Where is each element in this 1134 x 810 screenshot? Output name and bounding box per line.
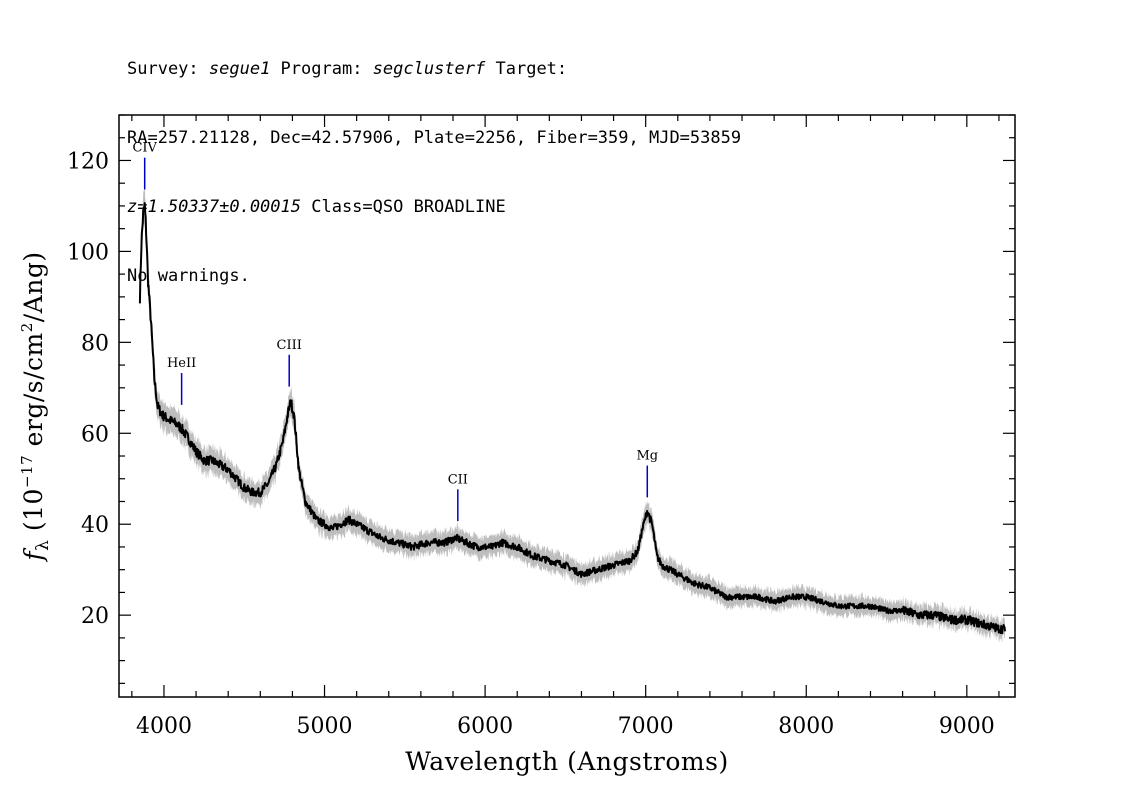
survey-label: Survey:	[127, 59, 209, 79]
program-label: Program:	[270, 59, 373, 79]
emission-label-cii: CII	[448, 472, 468, 487]
flux-series	[138, 202, 1006, 635]
flux-error-band	[139, 184, 1005, 643]
emission-label-ciii: CIII	[277, 338, 302, 353]
class-value: Class=QSO BROADLINE	[301, 197, 506, 217]
header-line-warnings: No warnings.	[127, 266, 250, 286]
axis-ticks	[119, 114, 1015, 697]
y-label-exp1: −17	[18, 455, 36, 488]
y-label-sub: λ	[33, 540, 53, 551]
survey-value: segue1	[208, 59, 271, 79]
x-tick-label: 6000	[457, 714, 513, 739]
emission-label-civ: CIV	[132, 141, 157, 156]
x-tick-labels: 4000 5000 6000 7000 8000 9000	[136, 714, 995, 739]
spectrum-header: Survey: segue1 Program: segclusterf Targ…	[127, 12, 741, 311]
header-line-coordinates: RA=257.21128, Dec=42.57906, Plate=2256, …	[127, 128, 742, 148]
y-tick-labels: 20 40 60 80 100 120	[67, 149, 109, 629]
y-tick-label: 60	[81, 422, 109, 447]
emission-label-heii: HeII	[167, 356, 196, 371]
y-axis-label: fλ (10−17 erg/s/cm2/Ang)	[18, 251, 53, 562]
y-label-mid: erg/s/cm	[19, 332, 48, 455]
y-tick-label: 100	[67, 240, 109, 265]
y-label-end: /Ang)	[19, 251, 48, 322]
error-band	[139, 184, 1005, 643]
y-label-f: f	[19, 548, 48, 563]
y-label-base: (10	[19, 488, 48, 540]
x-tick-label: 9000	[939, 714, 995, 739]
program-value: segclusterf	[372, 59, 486, 79]
x-tick-label: 7000	[618, 714, 674, 739]
y-tick-label: 80	[81, 331, 109, 356]
x-tick-label: 5000	[297, 714, 353, 739]
redshift-value: z=1.50337±0.00015	[127, 197, 301, 217]
emission-line-markers: CIV HeII CIII CII Mg	[132, 141, 658, 522]
plot-frame	[118, 114, 1016, 698]
x-axis-label: Wavelength (Angstroms)	[405, 747, 728, 776]
flux-line	[138, 202, 1006, 635]
x-tick-label: 8000	[778, 714, 834, 739]
y-tick-label: 40	[81, 513, 109, 538]
x-tick-label: 4000	[136, 714, 192, 739]
y-tick-label: 120	[67, 149, 109, 174]
header-line-survey: Survey: segue1 Program: segclusterf Targ…	[127, 58, 741, 81]
target-label: Target:	[485, 59, 568, 79]
header-line-redshift: z=1.50337±0.00015 Class=QSO BROADLINE	[127, 196, 741, 219]
y-label-exp2: 2	[18, 322, 36, 332]
y-tick-label: 20	[81, 604, 109, 629]
emission-label-mg: Mg	[636, 449, 658, 464]
